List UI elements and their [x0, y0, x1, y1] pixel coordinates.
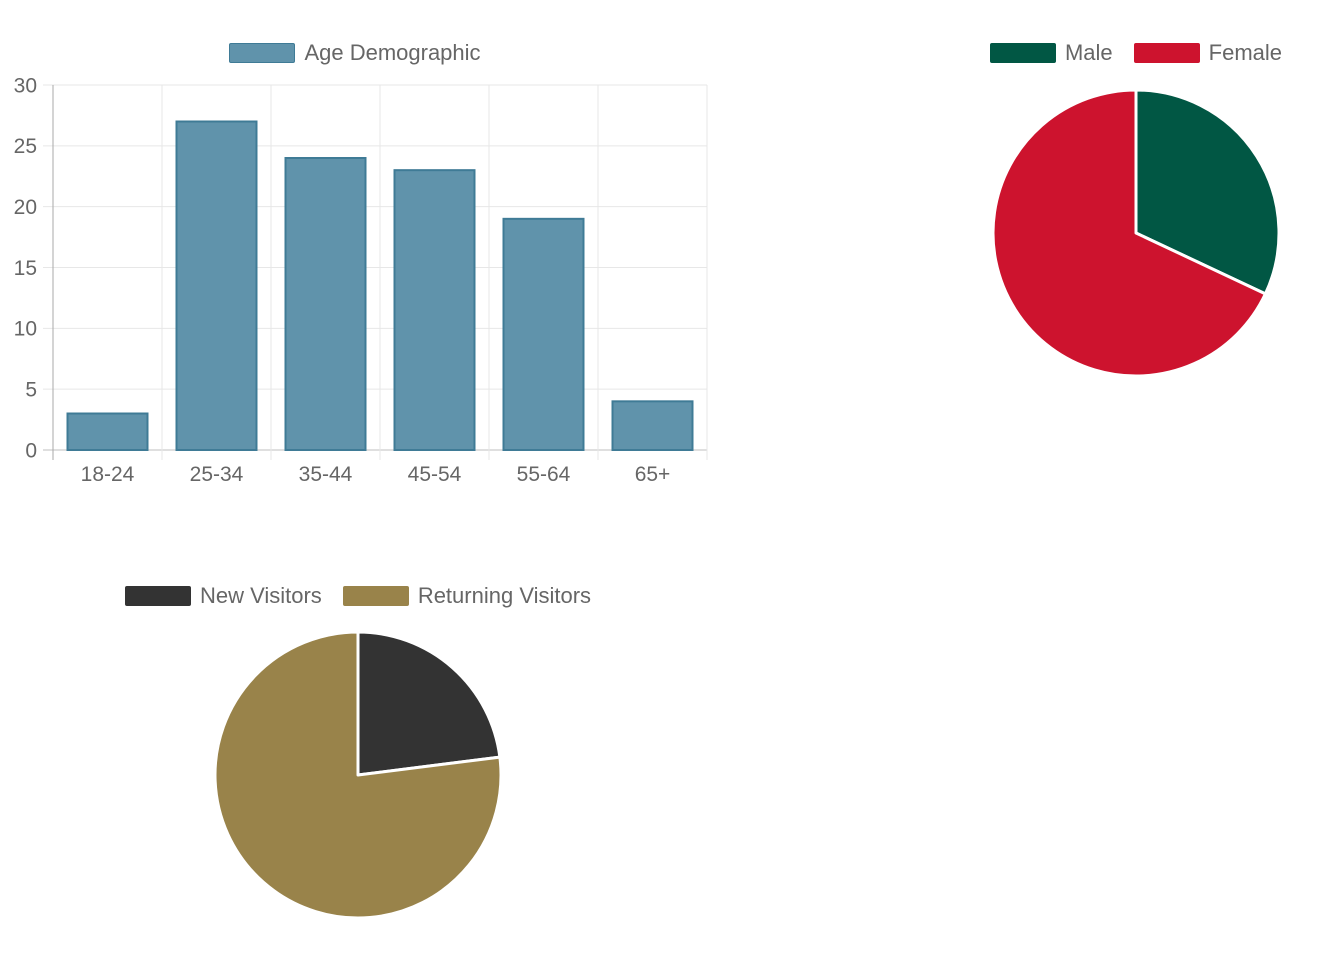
visitors-pie-plot-area[interactable]: [212, 629, 504, 926]
age-demographic-plot-area[interactable]: 0 5 10 15 20 25 30 18-24 25-34 35-44 45-54 55-64 65+: [0, 0, 710, 505]
y-tick-label: 25: [14, 135, 37, 158]
x-tick-label: 25-34: [190, 463, 244, 486]
legend-swatch-new-visitors: [124, 586, 191, 606]
y-tick-label: 15: [14, 257, 37, 280]
pie-chart-canvas[interactable]: [212, 629, 504, 921]
legend-label: Female: [1208, 40, 1283, 65]
bar-25-34[interactable]: [175, 120, 258, 451]
legend-item-male[interactable]: Male: [989, 40, 1113, 65]
x-tick-label: 18-24: [81, 463, 135, 486]
gender-pie-plot-area[interactable]: [990, 87, 1282, 384]
legend-item-new-visitors[interactable]: New Visitors: [124, 583, 322, 608]
y-tick-label: 10: [14, 318, 37, 341]
pie-slice-male[interactable]: [1134, 88, 1281, 296]
y-tick-label: 30: [14, 74, 37, 97]
visitors-legend: New Visitors Returning Visitors: [118, 585, 598, 607]
age-demographic-legend: Age Demographic: [0, 42, 710, 64]
visitors-pie-chart: New Visitors Returning Visitors: [118, 0, 598, 966]
y-tick-label: 5: [25, 379, 37, 402]
legend-swatch-returning-visitors: [342, 586, 409, 606]
bar-45-54[interactable]: [393, 169, 476, 452]
bar-18-24[interactable]: [66, 412, 149, 451]
x-tick-label: 55-64: [517, 463, 571, 486]
legend-item-age-demographic[interactable]: Age Demographic: [229, 40, 481, 65]
pie-chart-canvas[interactable]: [990, 87, 1282, 379]
bar-55-64[interactable]: [502, 217, 585, 451]
bar-chart-canvas[interactable]: 0 5 10 15 20 25 30 18-24 25-34 35-44 45-54 55-64 65+: [0, 0, 710, 500]
x-tick-label: 45-54: [408, 463, 462, 486]
bar-65[interactable]: [611, 400, 694, 452]
x-tick-label: 65+: [635, 463, 671, 486]
pie-slice-female[interactable]: [991, 88, 1267, 378]
legend-item-returning-visitors[interactable]: Returning Visitors: [342, 583, 592, 608]
legend-swatch-female: [1133, 43, 1200, 63]
gender-legend: Male Female: [956, 42, 1316, 64]
legend-label: Male: [1064, 40, 1113, 65]
pie-slice-new-visitors[interactable]: [356, 630, 502, 777]
legend-swatch-male: [989, 43, 1056, 63]
pie-slice-returning-visitors[interactable]: [213, 630, 503, 920]
bar-35-44[interactable]: [284, 157, 367, 451]
y-tick-label: 0: [25, 439, 37, 462]
legend-label: Age Demographic: [304, 40, 481, 65]
x-tick-label: 35-44: [299, 463, 353, 486]
legend-label: Returning Visitors: [417, 583, 592, 608]
gender-pie-chart: Male Female: [956, 0, 1316, 390]
legend-item-female[interactable]: Female: [1133, 40, 1283, 65]
legend-swatch-age-demographic: [229, 43, 296, 63]
y-tick-label: 20: [14, 196, 37, 219]
legend-label: New Visitors: [199, 583, 322, 608]
age-demographic-bar-chart: Age Demographic 0 5 10 15 20 25 30 18-24 25-34 35…: [0, 0, 710, 500]
